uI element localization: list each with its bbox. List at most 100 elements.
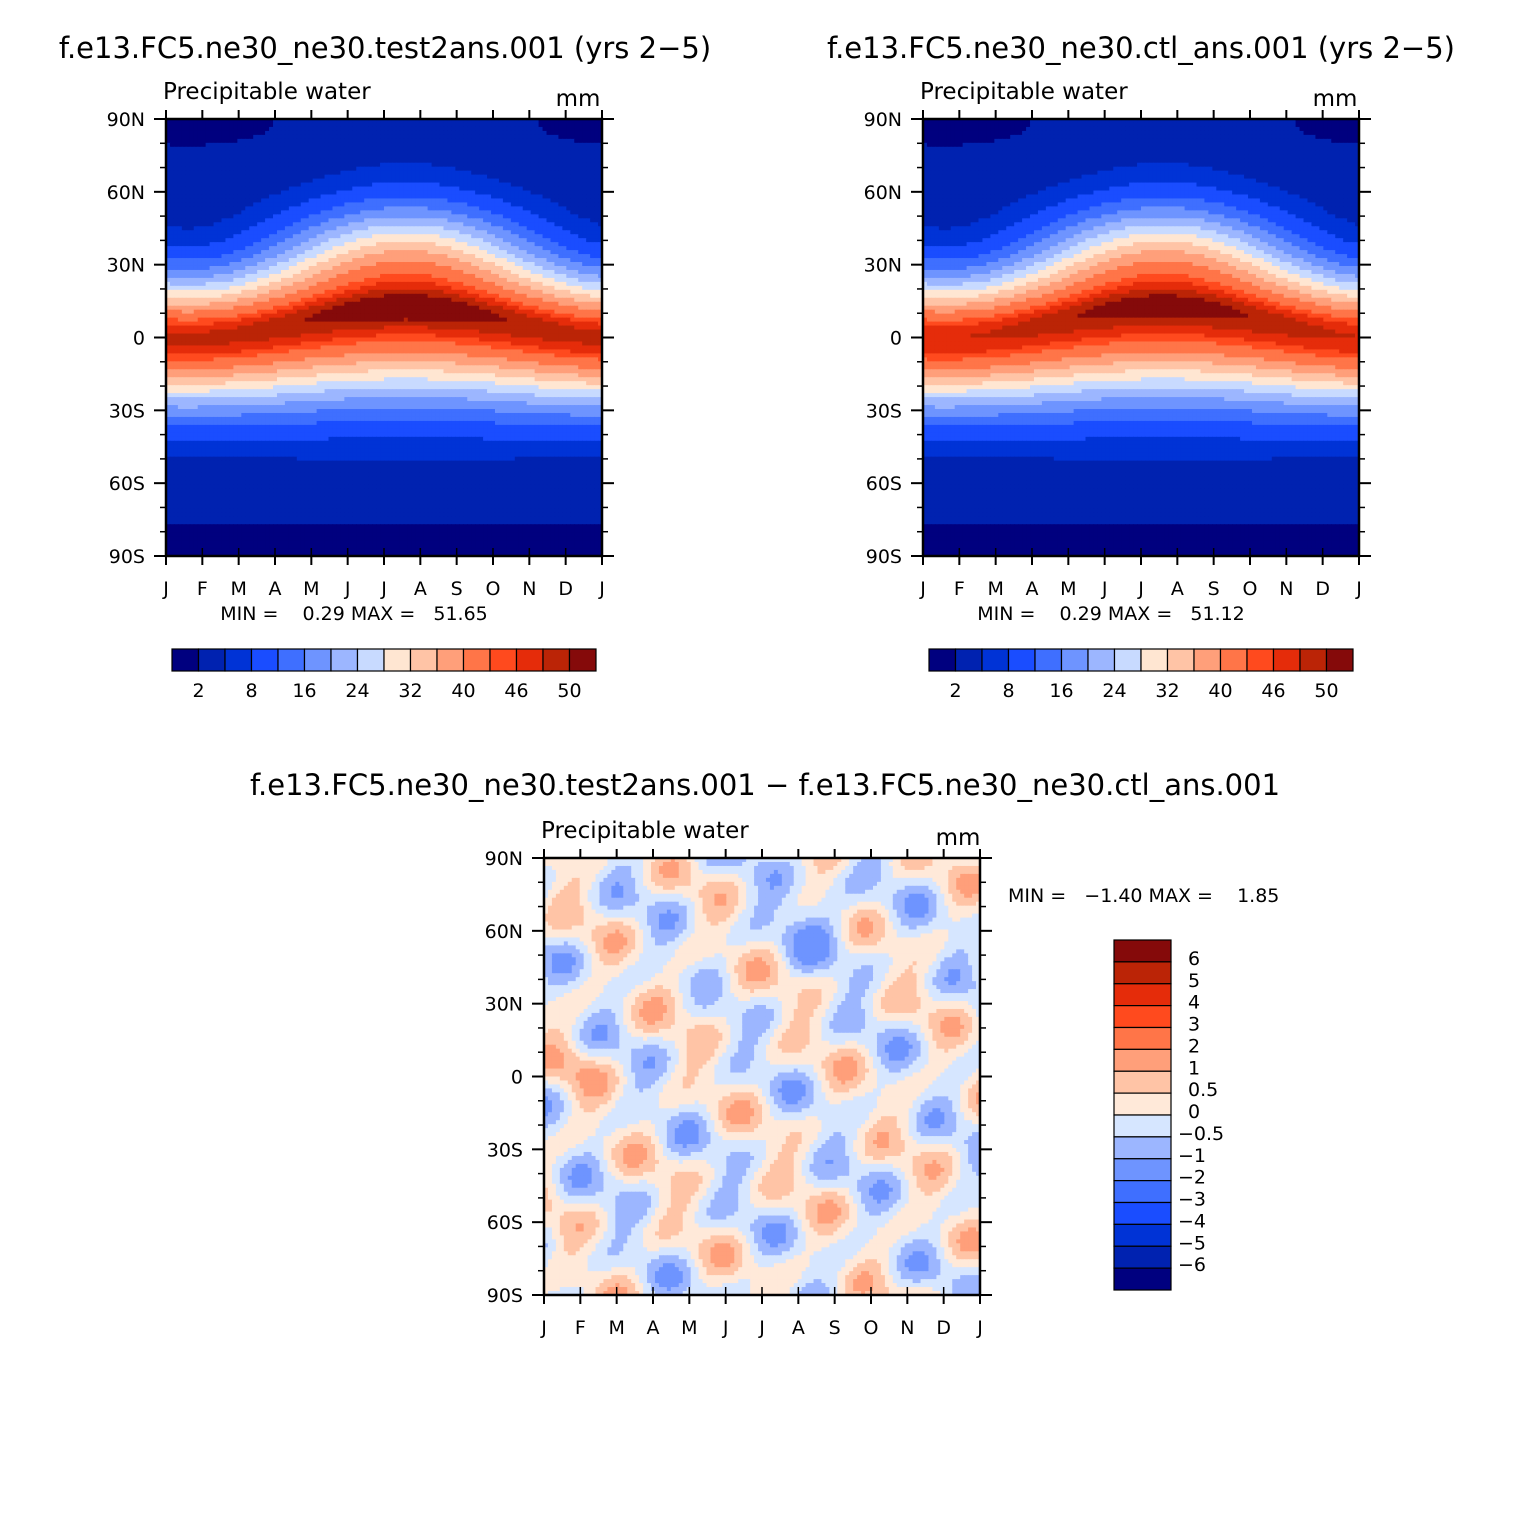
field-cell bbox=[202, 230, 207, 235]
field-cell bbox=[562, 222, 567, 227]
field-cell bbox=[380, 175, 385, 180]
field-cell bbox=[539, 262, 544, 267]
field-cell bbox=[392, 167, 397, 172]
field-cell bbox=[570, 222, 575, 227]
field-cell bbox=[412, 218, 417, 223]
field-cell bbox=[309, 206, 314, 211]
field-cell bbox=[455, 234, 460, 239]
field-cell bbox=[285, 151, 290, 156]
field-cell bbox=[253, 230, 258, 235]
field-cell bbox=[305, 262, 310, 267]
field-cell bbox=[566, 171, 571, 176]
field-cell bbox=[408, 254, 413, 259]
field-cell bbox=[420, 254, 425, 259]
field-cell bbox=[249, 194, 254, 199]
field-cell bbox=[594, 286, 599, 291]
field-cell bbox=[245, 198, 250, 203]
field-cell bbox=[214, 294, 219, 299]
field-cell bbox=[356, 202, 361, 207]
field-cell bbox=[297, 258, 302, 263]
field-cell bbox=[455, 246, 460, 251]
field-cell bbox=[404, 179, 409, 184]
field-cell bbox=[237, 155, 242, 160]
field-cell bbox=[329, 234, 334, 239]
field-cell bbox=[241, 135, 246, 140]
field-cell bbox=[439, 131, 444, 136]
field-cell bbox=[321, 234, 326, 239]
field-cell bbox=[467, 127, 472, 132]
field-cell bbox=[459, 175, 464, 180]
field-cell bbox=[428, 187, 433, 192]
field-cell bbox=[360, 191, 365, 196]
field-cell bbox=[471, 266, 476, 271]
field-cell bbox=[519, 147, 524, 152]
field-cell bbox=[261, 286, 266, 291]
field-cell bbox=[574, 163, 579, 168]
field-cell bbox=[344, 278, 349, 283]
field-cell bbox=[321, 206, 326, 211]
field-cell bbox=[550, 135, 555, 140]
field-cell bbox=[253, 159, 258, 164]
field-cell bbox=[317, 238, 322, 243]
field-cell bbox=[198, 258, 203, 263]
field-cell bbox=[257, 175, 262, 180]
field-cell bbox=[289, 163, 294, 168]
field-cell bbox=[416, 183, 421, 188]
field-cell bbox=[332, 131, 337, 136]
field-cell bbox=[253, 167, 258, 172]
field-cell bbox=[245, 274, 250, 279]
field-cell bbox=[499, 194, 504, 199]
field-cell bbox=[420, 282, 425, 287]
field-cell bbox=[384, 254, 389, 259]
field-cell bbox=[202, 175, 207, 180]
field-cell bbox=[455, 250, 460, 255]
field-cell bbox=[503, 242, 508, 247]
field-cell bbox=[578, 282, 583, 287]
field-cell bbox=[392, 206, 397, 211]
field-cell bbox=[436, 218, 441, 223]
field-cell bbox=[582, 282, 587, 287]
field-cell bbox=[507, 206, 512, 211]
field-cell bbox=[388, 198, 393, 203]
field-cell bbox=[241, 294, 246, 299]
field-cell bbox=[265, 286, 270, 291]
field-cell bbox=[554, 258, 559, 263]
field-cell bbox=[356, 266, 361, 271]
field-cell bbox=[229, 214, 234, 219]
field-cell bbox=[253, 179, 258, 184]
field-cell bbox=[170, 250, 175, 255]
field-cell bbox=[392, 214, 397, 219]
field-cell bbox=[241, 230, 246, 235]
field-cell bbox=[439, 262, 444, 267]
field-cell bbox=[297, 222, 302, 227]
field-cell bbox=[301, 278, 306, 283]
field-cell bbox=[249, 290, 254, 295]
field-cell bbox=[281, 183, 286, 188]
field-cell bbox=[249, 218, 254, 223]
field-cell bbox=[221, 210, 226, 215]
field-cell bbox=[376, 282, 381, 287]
field-cell bbox=[404, 163, 409, 168]
field-cell bbox=[253, 222, 258, 227]
field-cell bbox=[590, 187, 595, 192]
field-cell bbox=[507, 194, 512, 199]
field-cell bbox=[491, 250, 496, 255]
field-cell bbox=[463, 266, 468, 271]
field-cell bbox=[170, 131, 175, 136]
field-cell bbox=[392, 135, 397, 140]
field-cell bbox=[289, 175, 294, 180]
field-cell bbox=[531, 171, 536, 176]
field-cell bbox=[225, 171, 230, 176]
field-cell bbox=[554, 202, 559, 207]
field-cell bbox=[182, 187, 187, 192]
field-cell bbox=[388, 175, 393, 180]
field-cell bbox=[241, 242, 246, 247]
field-cell bbox=[547, 250, 552, 255]
field-cell bbox=[313, 266, 318, 271]
field-cell bbox=[432, 151, 437, 156]
field-cell bbox=[523, 286, 528, 291]
field-cell bbox=[531, 226, 536, 231]
field-cell bbox=[293, 183, 298, 188]
field-cell bbox=[376, 278, 381, 283]
field-cell bbox=[245, 147, 250, 152]
